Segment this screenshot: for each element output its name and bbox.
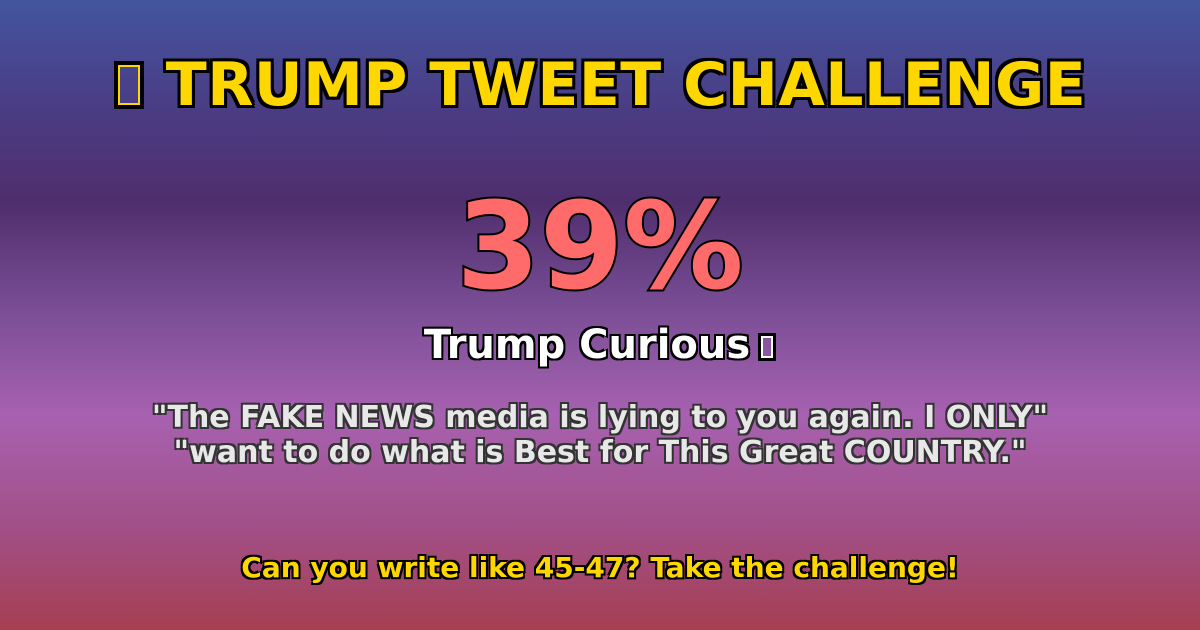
missing-glyph-icon	[113, 61, 144, 109]
call-to-action: Can you write like 45-47? Take the chall…	[241, 551, 959, 584]
challenge-title-text: TRUMP TWEET CHALLENGE	[165, 50, 1087, 120]
tweet-quote: "The FAKE NEWS media is lying to you aga…	[0, 400, 1200, 470]
score-percentage: 39%	[454, 178, 745, 317]
tweet-quote-line-1: "The FAKE NEWS media is lying to you aga…	[151, 400, 1049, 435]
challenge-title: TRUMP TWEET CHALLENGE	[0, 48, 1200, 122]
rating-label: Trump Curious	[0, 320, 1200, 370]
rating-label-text: Trump Curious	[423, 322, 751, 368]
tweet-quote-line-2: "want to do what is Best for This Great …	[173, 435, 1027, 470]
missing-glyph-icon	[758, 333, 777, 361]
